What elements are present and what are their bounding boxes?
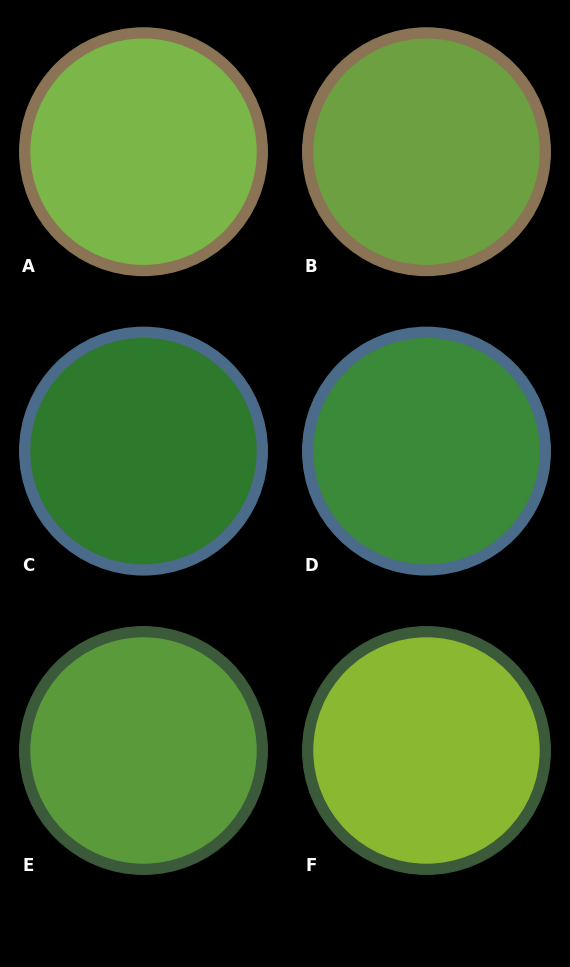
- Circle shape: [303, 328, 550, 574]
- Circle shape: [31, 338, 256, 564]
- Circle shape: [290, 246, 332, 288]
- Circle shape: [314, 338, 539, 564]
- Text: D: D: [304, 557, 318, 575]
- Text: F: F: [306, 857, 317, 875]
- Circle shape: [290, 845, 332, 887]
- Text: E: E: [22, 857, 34, 875]
- Circle shape: [31, 638, 256, 863]
- Circle shape: [303, 627, 550, 874]
- Circle shape: [7, 845, 49, 887]
- Circle shape: [20, 328, 267, 574]
- Circle shape: [314, 40, 539, 264]
- Circle shape: [7, 545, 49, 588]
- Text: A: A: [22, 258, 35, 276]
- Text: C: C: [22, 557, 34, 575]
- Circle shape: [314, 638, 539, 863]
- Circle shape: [20, 627, 267, 874]
- Circle shape: [31, 40, 256, 264]
- Circle shape: [303, 28, 550, 276]
- Text: Figura 1. Caracterização da sintomatologia visual das macrófitas aquáticas estud: Figura 1. Caracterização da sintomatolog…: [3, 917, 567, 945]
- Text: B: B: [305, 258, 317, 276]
- Circle shape: [290, 545, 332, 588]
- Circle shape: [7, 246, 49, 288]
- Circle shape: [20, 28, 267, 276]
